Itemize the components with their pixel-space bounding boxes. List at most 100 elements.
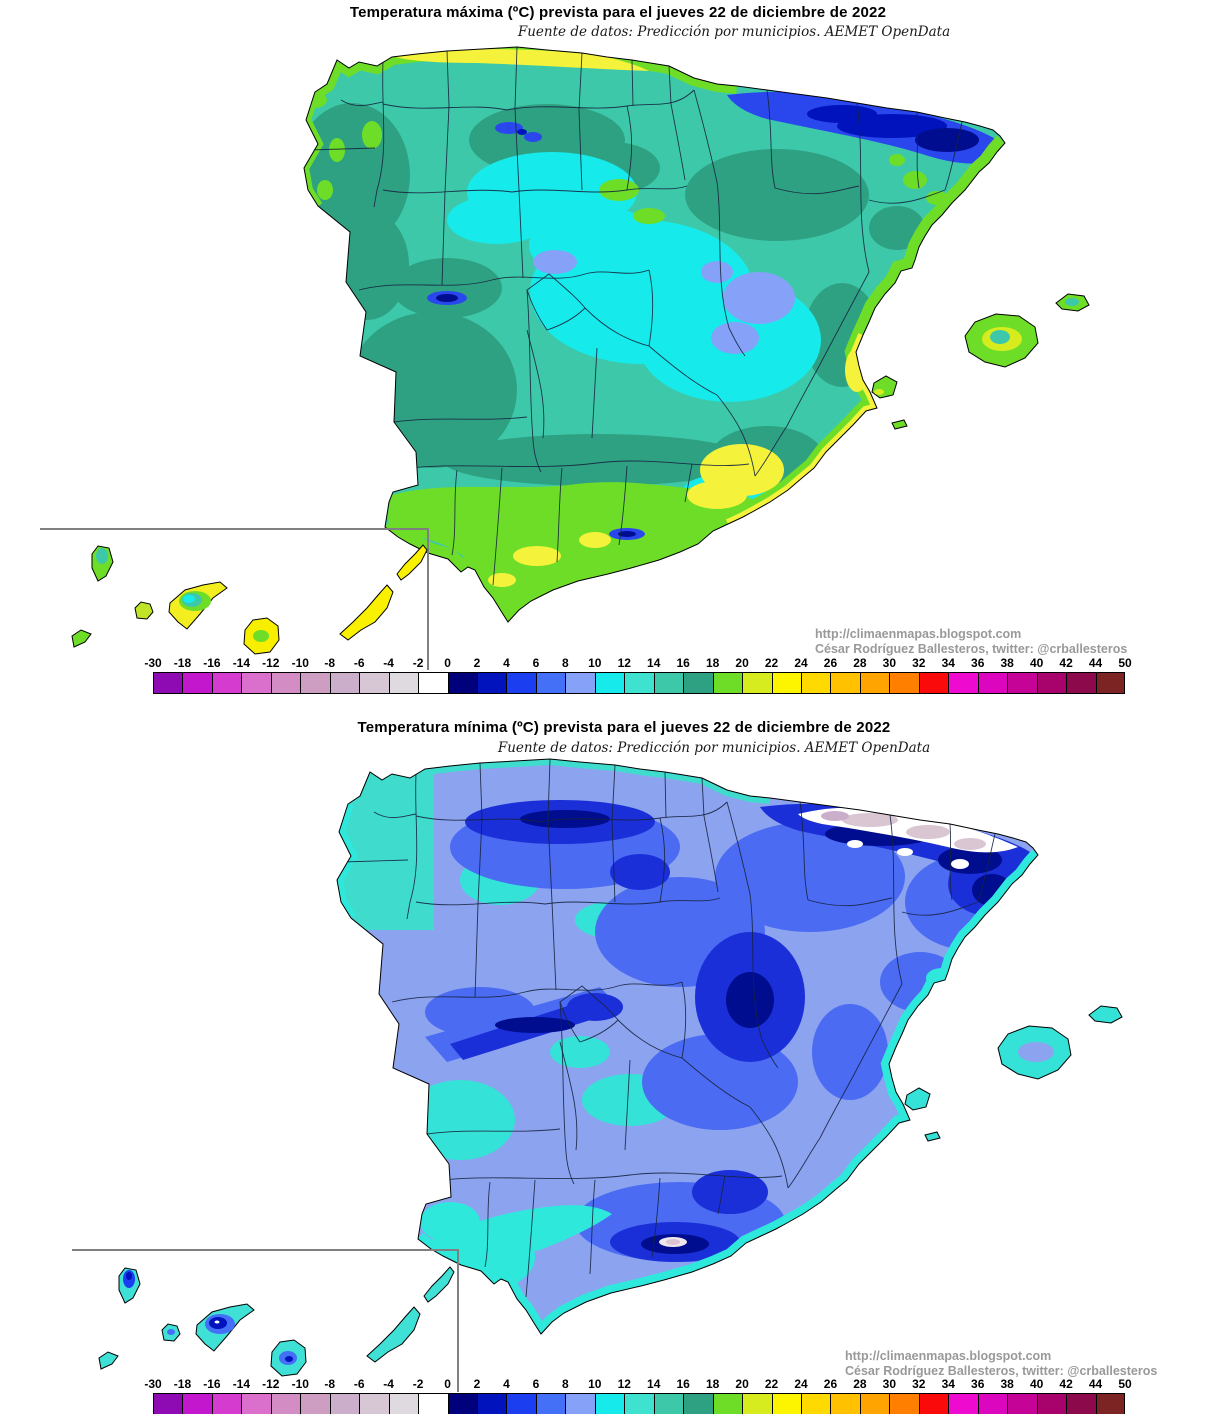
colorbar-cell — [624, 672, 654, 694]
colorbar-tick: 6 — [532, 656, 540, 670]
colorbar-tick: 18 — [705, 656, 720, 670]
colorbar-cell — [476, 1393, 507, 1414]
minima-credit: http://climaenmapas.blogspot.com César R… — [845, 1349, 1157, 1379]
colorbar-tick: 50 — [1118, 656, 1132, 670]
colorbar-tick: 40 — [1029, 656, 1044, 670]
colorbar-tick: 24 — [794, 1377, 808, 1391]
colorbar-tick: 20 — [735, 656, 749, 670]
colorbar-cell — [153, 1393, 183, 1414]
colorbar-tick: 28 — [853, 656, 867, 670]
colorbar-tick: 30 — [882, 1377, 897, 1391]
colorbar-tick: 4 — [503, 656, 510, 670]
colorbar-tick: 34 — [941, 656, 955, 670]
colorbar-tick: 36 — [971, 1377, 985, 1391]
colorbar-cell — [153, 672, 183, 694]
colorbar-cell — [418, 672, 448, 694]
colorbar-tick: 0 — [444, 1377, 451, 1391]
colorbar-cell — [918, 672, 949, 694]
colorbar-cell — [418, 1393, 448, 1414]
maxima-credit: http://climaenmapas.blogspot.com César R… — [815, 627, 1127, 657]
colorbar-tick: 22 — [764, 1377, 779, 1391]
colorbar-cell — [182, 672, 212, 694]
colorbar-cell — [211, 1393, 242, 1414]
colorbar-cell — [594, 1393, 625, 1414]
colorbar-tick: 6 — [532, 1377, 540, 1391]
colorbar-cell — [329, 672, 360, 694]
colorbar-tick: 20 — [735, 1377, 749, 1391]
colorbar-tick: 4 — [503, 1377, 510, 1391]
colorbar-tick: 50 — [1118, 1377, 1132, 1391]
colorbar-cell — [535, 672, 566, 694]
colorbar-tick: 38 — [1000, 1377, 1014, 1391]
colorbar-cell — [948, 1393, 978, 1414]
minima-colorbar: -30 -18 -16 -14 -12 -10 -8 -6 -4 -2 0 2 4 6 8 10 12 14 16 1… — [144, 1377, 1135, 1414]
credit-author: César Rodríguez Ballesteros, twitter: @c… — [845, 1364, 1158, 1378]
colorbar-tick: 16 — [676, 656, 690, 670]
colorbar-tick: -18 — [173, 1377, 192, 1391]
colorbar-tick: 32 — [912, 1377, 926, 1391]
colorbar-tick: 12 — [617, 656, 631, 670]
colorbar-tick: -2 — [412, 656, 424, 670]
colorbar-cells — [153, 1393, 1125, 1414]
colorbar-cell — [1095, 672, 1125, 694]
colorbar-tick: -16 — [203, 1377, 221, 1391]
colorbar-cell — [712, 672, 743, 694]
maxima-canary-inset — [71, 544, 428, 655]
colorbar-tick: 10 — [588, 1377, 602, 1391]
colorbar-tick: -30 — [144, 1377, 162, 1391]
inset-border-top — [72, 1249, 459, 1251]
colorbar-tick: 36 — [971, 656, 985, 670]
credit-url: http://climaenmapas.blogspot.com — [815, 627, 1022, 641]
colorbar-tick: 14 — [647, 656, 661, 670]
colorbar-cell — [948, 672, 978, 694]
maxima-subtitle: Fuente de datos: Predicción por municipi… — [517, 24, 951, 40]
colorbar-tick: 10 — [588, 656, 602, 670]
colorbar-cell — [1007, 672, 1037, 694]
colorbar-tick: 42 — [1059, 1377, 1073, 1391]
colorbar-tick: 40 — [1029, 1377, 1044, 1391]
colorbar-tick: 8 — [562, 656, 569, 670]
colorbar-cell — [1036, 672, 1067, 694]
colorbar-tick: -10 — [291, 1377, 309, 1391]
colorbar-cells — [153, 672, 1125, 694]
colorbar-cell — [830, 672, 860, 694]
colorbar-cell — [359, 1393, 389, 1414]
maxima-colorbar: -30 -18 -16 -14 -12 -10 -8 -6 -4 -2 0 2 4 6 8 10 12 14 16 1… — [144, 656, 1135, 698]
colorbar-cell — [1066, 672, 1096, 694]
colorbar-tick: 18 — [705, 1377, 720, 1391]
colorbar-cell — [1095, 1393, 1125, 1414]
colorbar-cell — [447, 672, 477, 694]
colorbar-cell — [388, 672, 419, 694]
colorbar-cell — [800, 1393, 831, 1414]
colorbar-cell — [683, 1393, 713, 1414]
colorbar-tick: -2 — [412, 1377, 424, 1391]
colorbar-cell — [859, 1393, 890, 1414]
minima-canary-inset — [98, 1266, 455, 1377]
colorbar-cell — [771, 1393, 801, 1414]
colorbar-cell — [1007, 1393, 1037, 1414]
colorbar-cell — [388, 1393, 419, 1414]
colorbar-tick: -4 — [383, 656, 394, 670]
colorbar-tick: -6 — [353, 656, 365, 670]
colorbar-cell — [565, 672, 595, 694]
colorbar-tick: -8 — [324, 656, 336, 670]
minima-title: Temperatura mínima (ºC) prevista para el… — [357, 719, 891, 736]
colorbar-tick: 34 — [941, 1377, 955, 1391]
colorbar-tick: 44 — [1088, 656, 1103, 670]
colorbar-cell — [565, 1393, 595, 1414]
colorbar-tick: 42 — [1059, 656, 1073, 670]
colorbar-tick: 16 — [676, 1377, 690, 1391]
colorbar-cell — [300, 672, 330, 694]
maxima-map — [303, 46, 1090, 623]
colorbar-tick: 22 — [764, 656, 779, 670]
colorbar-cell — [329, 1393, 360, 1414]
maxima-title: Temperatura máxima (ºC) prevista para el… — [349, 4, 887, 21]
colorbar-tick: -12 — [262, 1377, 280, 1391]
colorbar-cell — [653, 672, 684, 694]
colorbar-cell — [742, 1393, 772, 1414]
inset-border-right — [427, 528, 429, 670]
credit-url: http://climaenmapas.blogspot.com — [845, 1349, 1052, 1363]
colorbar-cell — [300, 1393, 330, 1414]
colorbar-tick: -14 — [232, 656, 251, 670]
colorbar-cell — [241, 672, 271, 694]
